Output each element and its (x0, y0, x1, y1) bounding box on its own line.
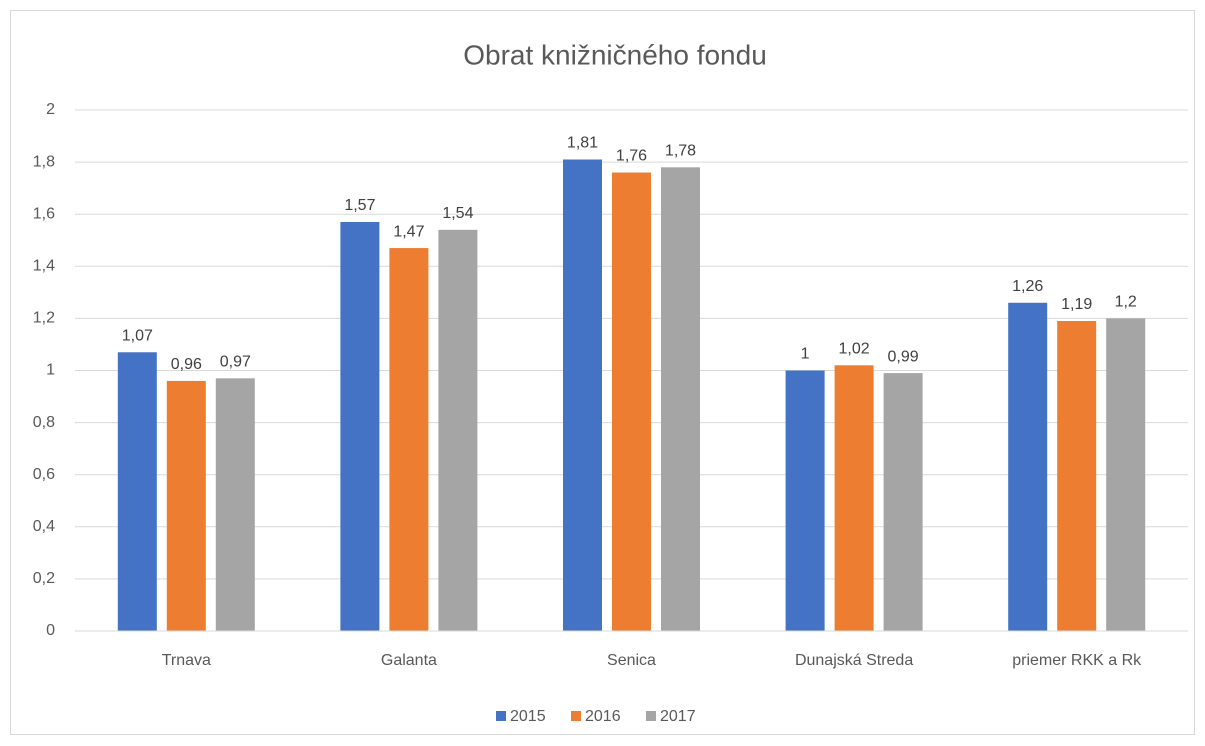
legend-swatch (646, 711, 656, 721)
y-tick-label: 0,6 (33, 466, 55, 483)
x-tick-label: Trnava (162, 652, 211, 669)
x-tick-label: Dunajská Streda (795, 652, 913, 669)
data-label: 1,81 (567, 135, 598, 152)
y-tick-label: 0,4 (33, 518, 55, 535)
chart-border (10, 10, 1195, 735)
bar (785, 370, 825, 631)
y-tick-label: 0,2 (33, 570, 55, 587)
bar (661, 167, 700, 631)
x-tick-label: priemer RKK a Rk (1012, 652, 1142, 669)
bar (563, 159, 602, 631)
bar (612, 172, 651, 631)
bar (389, 248, 429, 631)
data-label: 1,07 (122, 327, 153, 344)
data-label: 1,47 (393, 223, 424, 240)
bar (883, 373, 923, 631)
bar (166, 380, 206, 631)
bar (117, 352, 157, 631)
x-tick-label: Galanta (381, 652, 437, 669)
legend-label: 2015 (510, 708, 546, 725)
legend-swatch (571, 711, 581, 721)
bar (834, 365, 874, 631)
y-tick-label: 0 (46, 622, 55, 639)
y-tick-label: 2 (46, 101, 55, 118)
legend-label: 2017 (660, 708, 696, 725)
y-tick-label: 0,8 (33, 414, 55, 431)
legend-label: 2016 (585, 708, 621, 725)
data-label: 1,2 (1115, 294, 1137, 311)
data-label: 1 (801, 346, 810, 363)
data-label: 1,19 (1061, 296, 1092, 313)
chart-title: Obrat knižničného fondu (463, 39, 767, 70)
y-tick-label: 1,6 (33, 205, 55, 222)
legend-swatch (496, 711, 506, 721)
y-tick-label: 1,8 (33, 153, 55, 170)
data-label: 1,78 (665, 143, 696, 160)
data-label: 0,96 (171, 356, 202, 373)
bar (340, 222, 380, 631)
data-label: 0,97 (220, 354, 251, 371)
data-label: 1,02 (839, 341, 870, 358)
y-tick-label: 1 (46, 362, 55, 379)
data-label: 1,57 (344, 197, 375, 214)
y-tick-label: 1,4 (33, 258, 55, 275)
data-label: 0,99 (888, 348, 919, 365)
bar (215, 378, 255, 631)
bar (1106, 318, 1146, 631)
bar (1008, 302, 1048, 631)
y-tick-label: 1,2 (33, 310, 55, 327)
bar (1057, 321, 1097, 631)
x-tick-label: Senica (607, 652, 656, 669)
data-label: 1,54 (442, 205, 473, 222)
data-label: 1,76 (616, 148, 647, 165)
bar (438, 229, 478, 631)
data-label: 1,26 (1012, 278, 1043, 295)
